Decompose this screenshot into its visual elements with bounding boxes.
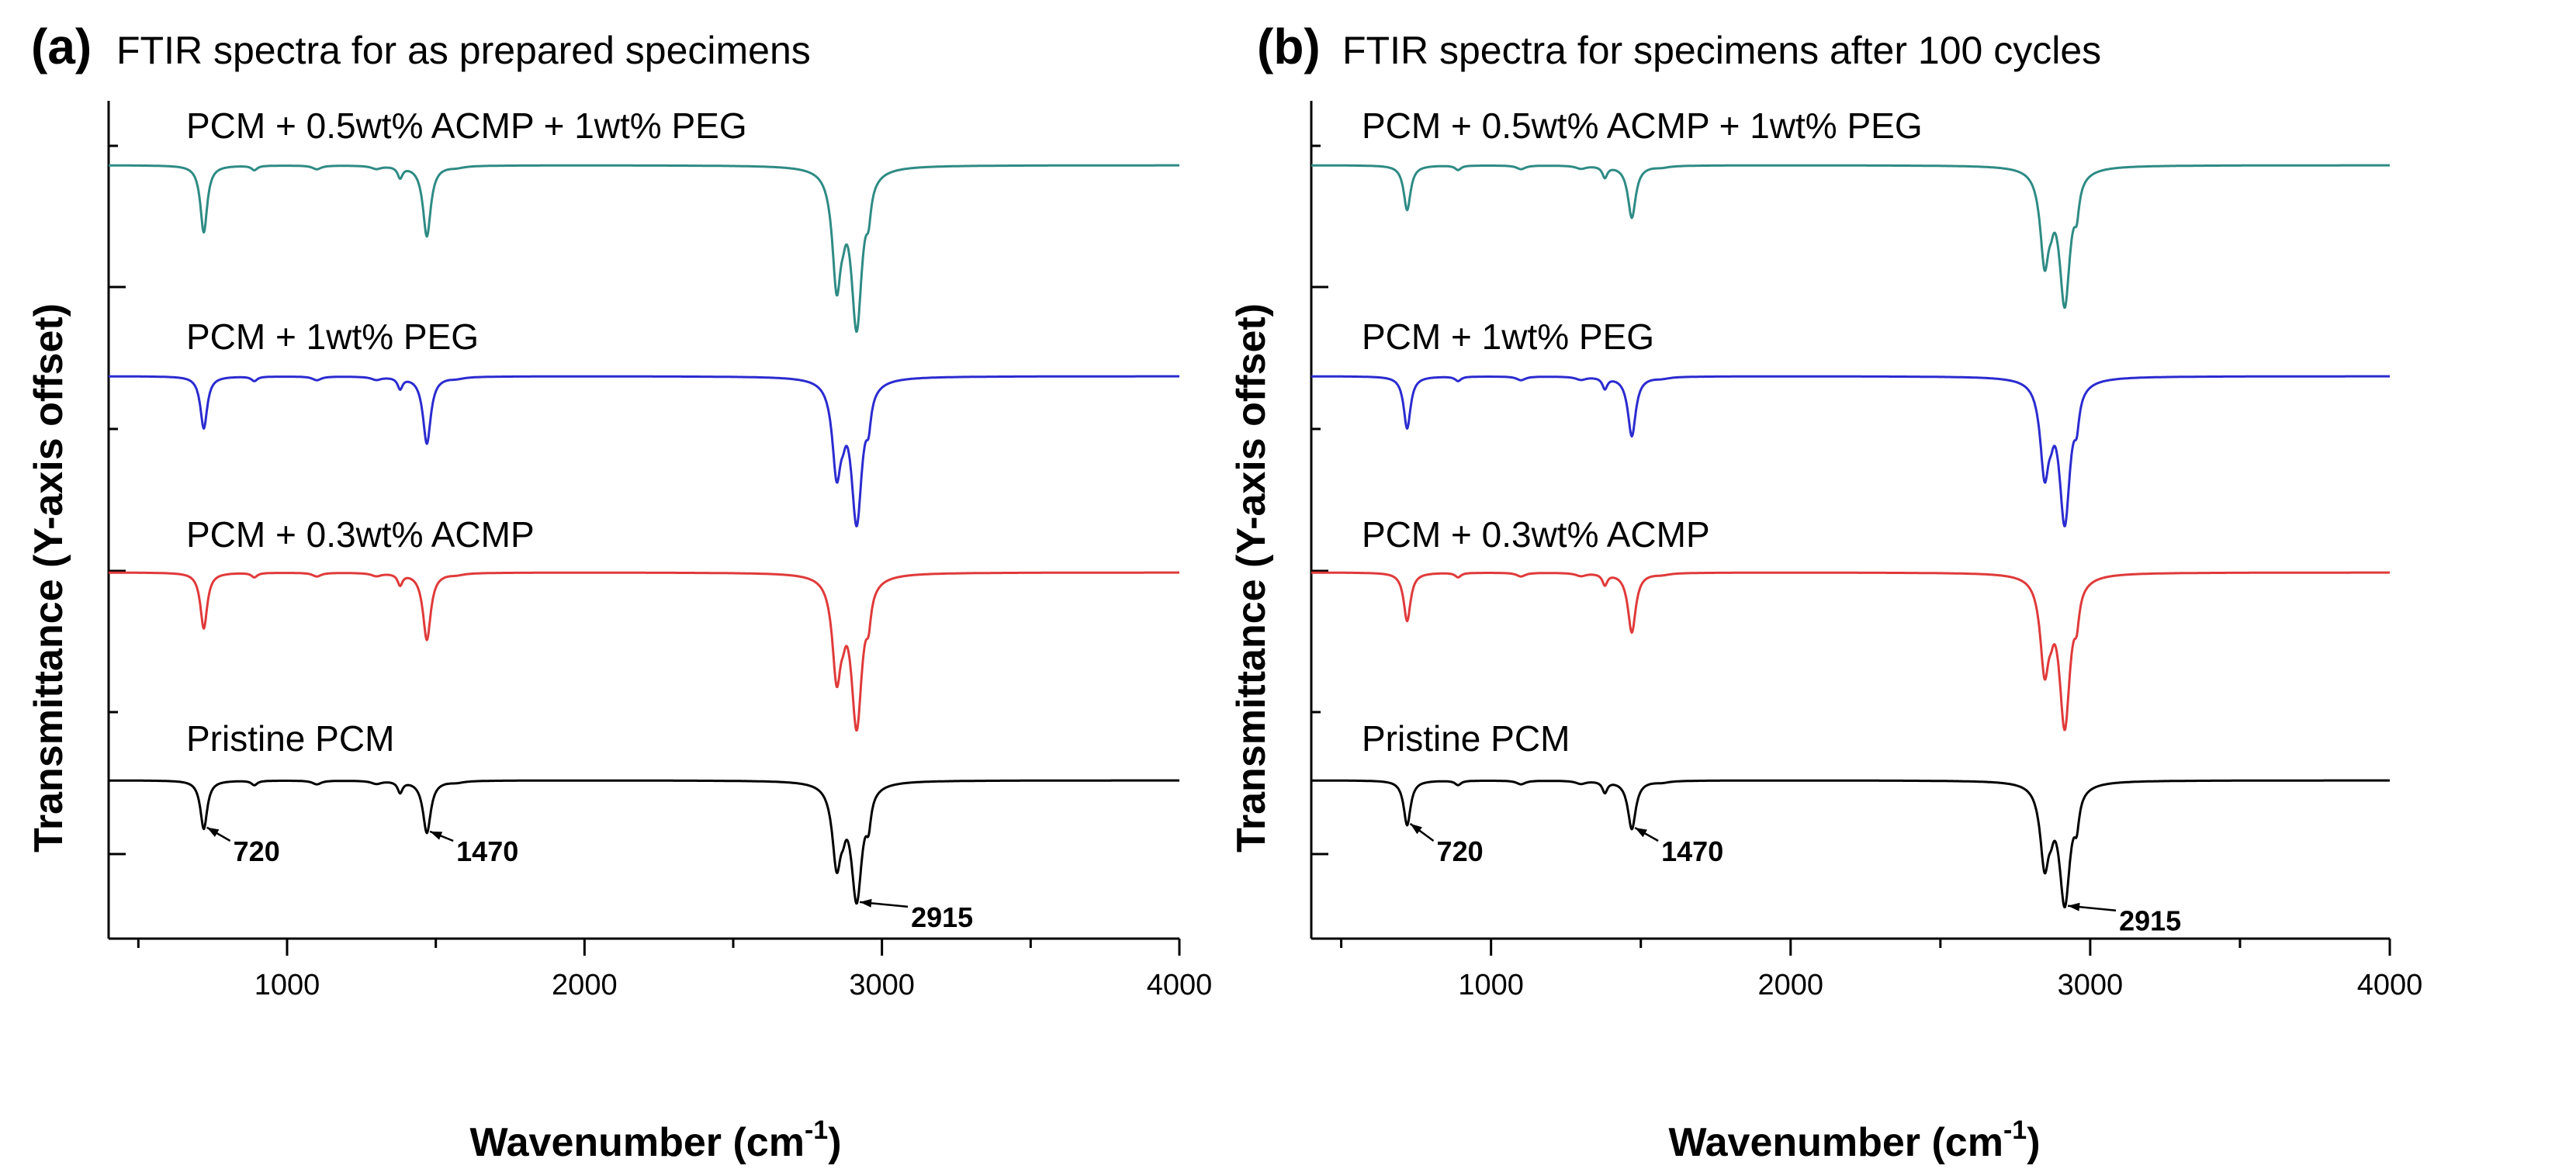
x-tick-label: 4000 [2357, 969, 2423, 1001]
panel-a: (a) FTIR spectra for as prepared specime… [26, 19, 1212, 1165]
panel-b-x-axis-label: Wavenumber (cm-1) [1668, 1115, 2040, 1165]
panel-b-x-tick-labels: 1000 2000 3000 4000 [1458, 969, 2422, 1001]
panel-a-x-axis-label: Wavenumber (cm-1) [469, 1115, 841, 1165]
annotation-label: 1470 [456, 835, 518, 867]
panel-a-series-labels: PCM + 0.5wt% ACMP + 1wt% PEG PCM + 1wt% P… [186, 105, 747, 759]
panel-b-title: FTIR spectra for specimens after 100 cyc… [1342, 29, 2101, 72]
panel-a-annotations: 720 1470 2915 [206, 826, 973, 933]
panel-a-series [108, 164, 1180, 905]
x-tick-label: 1000 [254, 969, 320, 1001]
series-label-2: PCM + 0.3wt% ACMP [186, 514, 535, 555]
spectrum-line-3 [1311, 779, 2391, 908]
x-tick-label: 4000 [1147, 969, 1213, 1001]
spectrum-line-0 [108, 164, 1180, 334]
spectrum-line-1 [1311, 375, 2391, 527]
panel-b-letter: (b) [1257, 19, 1321, 74]
spectrum-line-2 [1311, 571, 2391, 731]
panel-b-ticks [1311, 144, 2391, 956]
spectrum-line-0 [1311, 164, 2391, 310]
annotation-arrow-head [1410, 823, 1422, 835]
spectrum-line-1 [108, 375, 1180, 527]
x-tick-label: 3000 [849, 969, 915, 1001]
annotation-label: 1470 [1661, 835, 1723, 867]
panel-a-letter: (a) [31, 19, 92, 74]
spectrum-line-3 [108, 779, 1180, 905]
annotation-label: 2915 [2119, 905, 2181, 937]
x-tick-label: 1000 [1458, 969, 1524, 1001]
annotation-arrow-head [206, 827, 220, 837]
panel-b-series-labels: PCM + 0.5wt% ACMP + 1wt% PEG PCM + 1wt% P… [1362, 105, 1923, 759]
series-label-1: PCM + 1wt% PEG [186, 316, 479, 357]
annotation-label: 2915 [911, 901, 973, 933]
spectrum-line-2 [108, 571, 1180, 732]
x-tick-label: 2000 [1758, 969, 1824, 1001]
annotation-arrow-head [1635, 828, 1647, 838]
series-label-3: Pristine PCM [1362, 718, 1570, 759]
annotation-arrow-head [2068, 902, 2080, 911]
series-label-2: PCM + 0.3wt% ACMP [1362, 514, 1710, 555]
series-label-0: PCM + 0.5wt% ACMP + 1wt% PEG [1362, 105, 1923, 146]
annotation-label: 720 [234, 835, 280, 867]
panel-a-x-tick-labels: 1000 2000 3000 4000 [254, 969, 1213, 1001]
annotation-arrow-head [430, 831, 443, 840]
panel-b-series [1311, 164, 2391, 908]
panel-a-y-axis-label: Transmittance (Y-axis offset) [26, 303, 71, 853]
series-label-0: PCM + 0.5wt% ACMP + 1wt% PEG [186, 105, 747, 146]
panel-b-annotations: 720 1470 2915 [1409, 822, 2181, 937]
annotation-label: 720 [1437, 835, 1484, 867]
panel-a-title: FTIR spectra for as prepared specimens [116, 29, 811, 72]
panel-b: (b) FTIR spectra for specimens after 100… [1229, 19, 2422, 1165]
annotation-arrow-head [860, 898, 872, 908]
panel-a-ticks [109, 144, 1181, 956]
series-label-3: Pristine PCM [186, 718, 394, 759]
series-label-1: PCM + 1wt% PEG [1362, 316, 1654, 357]
x-tick-label: 2000 [552, 969, 618, 1001]
x-tick-label: 3000 [2058, 969, 2124, 1001]
panel-b-y-axis-label: Transmittance (Y-axis offset) [1229, 303, 1274, 853]
